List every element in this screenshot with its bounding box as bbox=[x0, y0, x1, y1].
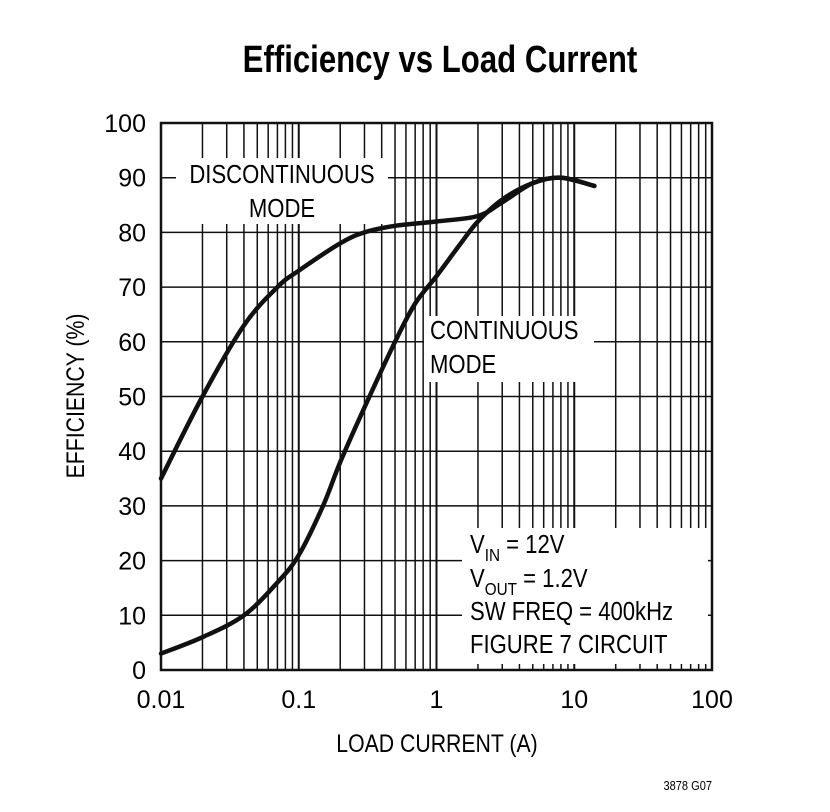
discontinuous-label-line2: MODE bbox=[249, 194, 315, 223]
y-tick-label: 40 bbox=[118, 438, 146, 466]
x-tick-label: 0.1 bbox=[281, 686, 316, 714]
y-tick-label: 50 bbox=[118, 384, 146, 412]
circuit-reference: FIGURE 7 CIRCUIT bbox=[470, 630, 668, 659]
x-tick-label: 1 bbox=[430, 686, 444, 714]
continuous-label-line2: MODE bbox=[430, 350, 496, 379]
y-tick-label: 100 bbox=[104, 110, 146, 138]
switching-frequency: SW FREQ = 400kHz bbox=[470, 597, 673, 626]
y-tick-label: 0 bbox=[132, 657, 146, 685]
discontinuous-label-line1: DISCONTINUOUS bbox=[189, 160, 374, 189]
y-axis-label: EFFICIENCY (%) bbox=[61, 314, 89, 479]
vout-condition: VOUT = 1.2V bbox=[470, 564, 588, 599]
discontinuous-label-box bbox=[176, 158, 388, 224]
annotation-boxes bbox=[176, 158, 708, 664]
y-tick-label: 70 bbox=[118, 274, 146, 302]
curves bbox=[158, 175, 597, 656]
y-tick-label: 10 bbox=[118, 602, 146, 630]
y-tick-label: 90 bbox=[118, 165, 146, 193]
y-tick-label: 80 bbox=[118, 219, 146, 247]
chart-title: Efficiency vs Load Current bbox=[243, 39, 638, 81]
y-tick-label: 30 bbox=[118, 493, 146, 521]
x-tick-label: 100 bbox=[691, 686, 733, 714]
conditions-box bbox=[462, 528, 708, 664]
tick-labels: 0.01 0.1 1 10 100 0 10 20 30 40 50 60 70 80 90 100 bbox=[104, 110, 733, 714]
continuous-label-line1: CONTINUOUS bbox=[430, 316, 578, 345]
continuous-mode-curve bbox=[158, 175, 597, 656]
vin-condition: VIN = 12V bbox=[470, 530, 564, 565]
y-tick-label: 20 bbox=[118, 548, 146, 576]
x-axis-label: LOAD CURRENT (A) bbox=[336, 729, 537, 757]
plot-frame bbox=[159, 121, 714, 672]
y-tick-label: 60 bbox=[118, 329, 146, 357]
x-tick-label: 10 bbox=[560, 686, 588, 714]
x-tick-label: 0.01 bbox=[137, 686, 186, 714]
figure-id: 3878 G07 bbox=[664, 778, 713, 793]
continuous-label-box bbox=[424, 316, 594, 382]
